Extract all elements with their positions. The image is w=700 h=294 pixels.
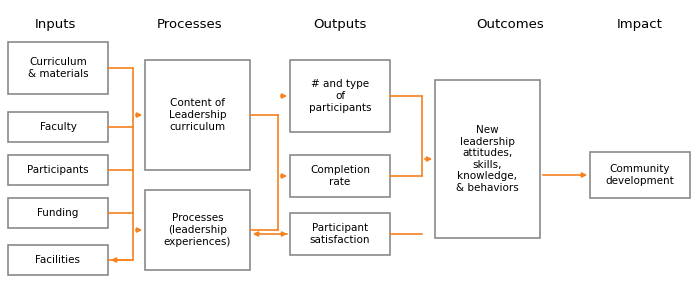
Text: Processes: Processes (158, 18, 223, 31)
Text: Funding: Funding (37, 208, 78, 218)
Text: Inputs: Inputs (34, 18, 76, 31)
Text: Completion
rate: Completion rate (310, 165, 370, 187)
Text: Impact: Impact (617, 18, 663, 31)
Text: Curriculum
& materials: Curriculum & materials (28, 57, 88, 79)
FancyBboxPatch shape (8, 198, 108, 228)
Text: Community
development: Community development (606, 164, 674, 186)
Text: Participant
satisfaction: Participant satisfaction (309, 223, 370, 245)
Text: Outcomes: Outcomes (476, 18, 544, 31)
Text: Faculty: Faculty (40, 122, 76, 132)
FancyBboxPatch shape (290, 213, 390, 255)
Text: Facilities: Facilities (36, 255, 80, 265)
FancyBboxPatch shape (8, 245, 108, 275)
FancyBboxPatch shape (8, 112, 108, 142)
FancyBboxPatch shape (590, 152, 690, 198)
FancyBboxPatch shape (145, 60, 250, 170)
FancyBboxPatch shape (8, 155, 108, 185)
FancyBboxPatch shape (435, 80, 540, 238)
Text: Outputs: Outputs (314, 18, 367, 31)
Text: Participants: Participants (27, 165, 89, 175)
Text: New
leadership
attitudes,
skills,
knowledge,
& behaviors: New leadership attitudes, skills, knowle… (456, 125, 519, 193)
Text: Content of
Leadership
curriculum: Content of Leadership curriculum (169, 98, 226, 132)
Text: Processes
(leadership
experiences): Processes (leadership experiences) (164, 213, 231, 247)
FancyBboxPatch shape (290, 60, 390, 132)
Text: # and type
of
participants: # and type of participants (309, 79, 371, 113)
FancyBboxPatch shape (145, 190, 250, 270)
FancyBboxPatch shape (8, 42, 108, 94)
FancyBboxPatch shape (290, 155, 390, 197)
